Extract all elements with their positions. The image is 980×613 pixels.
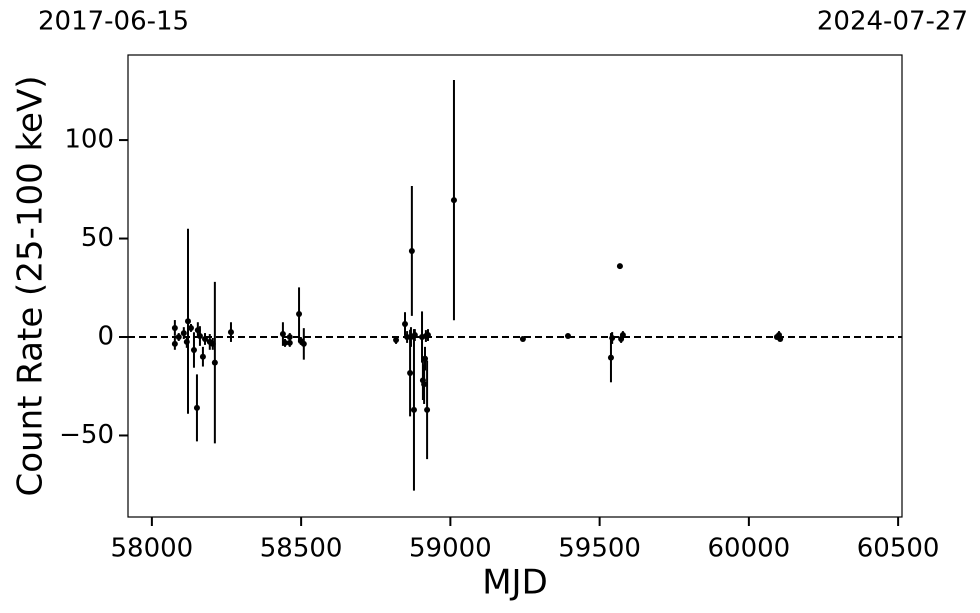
annotation-end: 2024-07-27 xyxy=(817,7,968,37)
data-point xyxy=(296,310,303,317)
data-point xyxy=(183,338,190,345)
data-point xyxy=(422,355,429,362)
data-point xyxy=(410,406,417,413)
data-point xyxy=(286,339,293,346)
data-point xyxy=(411,332,418,339)
data-point xyxy=(424,332,431,339)
data-point xyxy=(211,359,218,366)
data-point xyxy=(519,335,526,342)
data-point xyxy=(175,334,182,341)
data-point xyxy=(286,334,293,341)
data-point xyxy=(450,197,457,204)
data-point xyxy=(424,406,431,413)
data-point xyxy=(171,324,178,331)
x-tick-label: 60500 xyxy=(857,534,940,564)
data-point xyxy=(184,318,191,325)
data-point xyxy=(180,330,187,337)
data-point xyxy=(196,333,203,340)
data-point xyxy=(402,321,409,328)
data-point xyxy=(282,339,289,346)
data-point xyxy=(421,381,428,388)
x-tick-label: 59500 xyxy=(558,534,641,564)
data-point xyxy=(300,340,307,347)
data-point xyxy=(227,329,234,336)
plot-frame xyxy=(127,54,903,518)
data-point xyxy=(393,336,400,343)
x-tick-label: 58500 xyxy=(260,534,343,564)
y-tick-label: −50 xyxy=(59,420,114,450)
data-point xyxy=(407,370,414,377)
data-point xyxy=(619,332,626,339)
x-tick-label: 60000 xyxy=(708,534,791,564)
data-point xyxy=(279,331,286,338)
x-axis-label: MJD xyxy=(482,563,548,603)
data-point xyxy=(190,347,197,354)
data-point xyxy=(187,324,194,331)
y-tick-label: 100 xyxy=(64,125,114,155)
x-tick-label: 58000 xyxy=(111,534,194,564)
data-point xyxy=(607,354,614,361)
y-tick-label: 0 xyxy=(97,322,114,352)
data-point xyxy=(616,263,623,270)
annotation-start: 2017-06-15 xyxy=(38,7,189,37)
data-point xyxy=(777,335,784,342)
data-point xyxy=(564,333,571,340)
data-point xyxy=(408,247,415,254)
x-tick-label: 59000 xyxy=(409,534,492,564)
data-point xyxy=(171,340,178,347)
data-point xyxy=(193,404,200,411)
data-point xyxy=(199,353,206,360)
y-tick-label: 50 xyxy=(81,223,114,253)
y-axis-label: Count Rate (25-100 keV) xyxy=(11,76,51,497)
data-point xyxy=(609,334,616,341)
data-point xyxy=(202,335,209,342)
